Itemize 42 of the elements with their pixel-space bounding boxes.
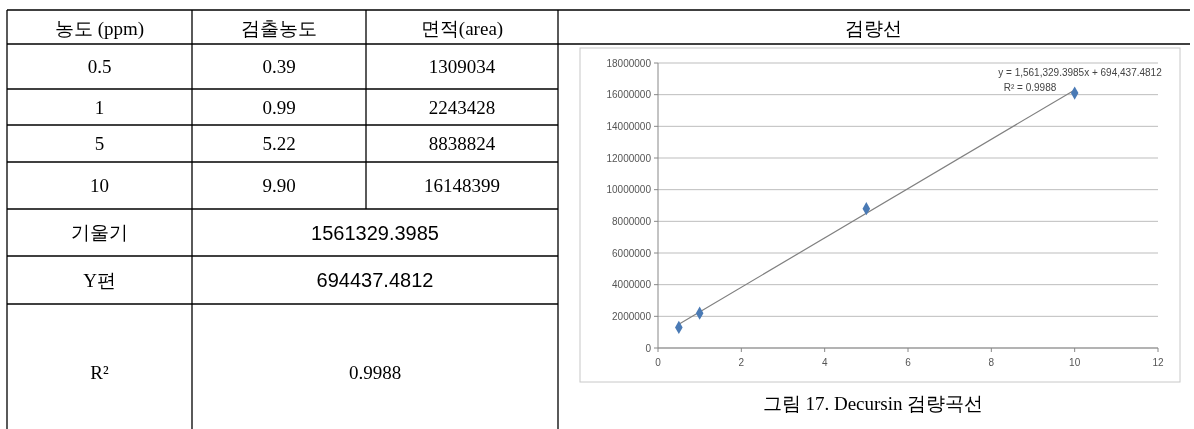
text: 면적(area)	[420, 17, 504, 40]
text: Y편	[83, 269, 116, 291]
annotation: y = 1,561,329.3985x + 694,437.4812	[998, 67, 1163, 78]
text: 694437.4812	[316, 269, 434, 291]
x-tick-label: 2	[738, 357, 745, 368]
y-tick-label: 14000000	[606, 120, 652, 132]
y-tick-label: 10000000	[606, 184, 652, 196]
y-tick-label: 18000000	[606, 57, 652, 69]
x-tick-label: 6	[905, 357, 912, 368]
y-tick-label: 16000000	[606, 89, 652, 101]
x-tick-label: 10	[1069, 357, 1081, 368]
chart-title: 검량선	[844, 17, 902, 39]
text: R²	[90, 361, 109, 383]
text: 1309034	[428, 56, 496, 77]
text: 1	[94, 96, 105, 118]
annotation: R² = 0.9988	[1003, 82, 1057, 93]
text: 0.99	[262, 96, 296, 118]
text: 0.5	[87, 56, 112, 77]
text: 10	[90, 175, 109, 196]
y-tick-label: 4000000	[612, 279, 652, 291]
x-tick-label: 4	[821, 357, 828, 368]
y-tick-label: 12000000	[606, 152, 652, 164]
text: 기울기	[71, 222, 128, 243]
y-tick-label: 0	[645, 342, 652, 354]
text: 검출농도	[241, 17, 317, 39]
y-tick-label: 6000000	[612, 247, 652, 259]
text: 9.90	[262, 175, 296, 196]
text: 5	[94, 133, 105, 154]
text: 8838824	[428, 133, 496, 154]
x-tick-label: 12	[1152, 357, 1164, 368]
text: 0.9988	[348, 361, 402, 383]
text: 5.22	[262, 133, 296, 154]
text: 2243428	[428, 96, 496, 118]
text: 농도 (ppm)	[54, 17, 145, 40]
text: 1561329.3985	[311, 221, 439, 244]
text: 0.39	[262, 56, 296, 77]
text: 16148399	[424, 175, 500, 196]
y-tick-label: 2000000	[612, 310, 652, 322]
y-tick-label: 8000000	[612, 215, 652, 227]
caption: 그림 17. Decursin 검량곡선	[762, 393, 984, 414]
x-tick-label: 8	[988, 357, 995, 368]
x-tick-label: 0	[655, 357, 662, 368]
